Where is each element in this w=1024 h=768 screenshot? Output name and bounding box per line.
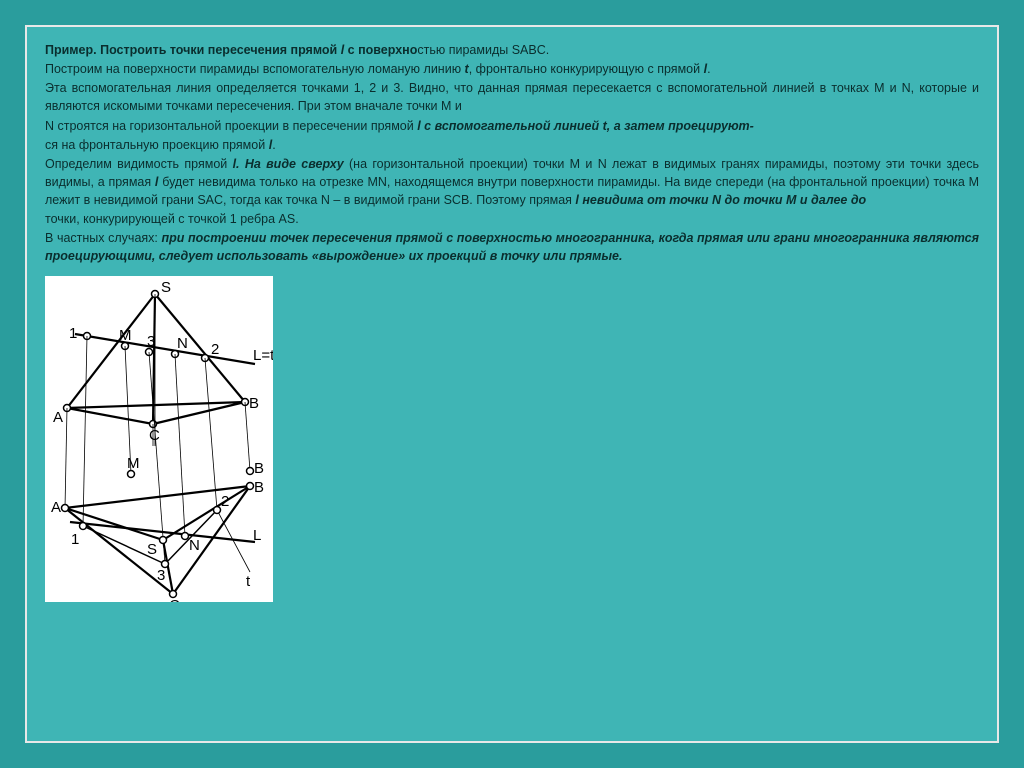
- svg-text:1: 1: [71, 531, 79, 548]
- svg-text:2: 2: [211, 341, 219, 358]
- p3b: l с вспомогательной линией t, а затем пр…: [417, 119, 754, 133]
- p3a: N строятся на горизонтальной проекции в …: [45, 119, 417, 133]
- p1-end: .: [707, 62, 710, 76]
- para-6: точки, конкурирующей с точкой 1 ребра AS…: [45, 210, 979, 228]
- svg-text:t: t: [246, 573, 251, 590]
- p4-end: .: [272, 138, 275, 152]
- svg-text:N: N: [177, 335, 188, 352]
- p5b: l. На виде сверху: [233, 157, 344, 171]
- heading-prefix: Пример: [45, 43, 93, 57]
- svg-text:C: C: [169, 597, 180, 602]
- p5a: Определим видимость прямой: [45, 157, 233, 171]
- p4: ся на фронтальную проекцию прямой: [45, 138, 269, 152]
- p2: Эта вспомогательная линия определяется т…: [45, 81, 979, 113]
- slide-frame: Пример. Построить точки пересечения прям…: [25, 25, 999, 743]
- p7a: В частных случаях:: [45, 231, 162, 245]
- svg-text:B: B: [254, 479, 264, 496]
- para-3: N строятся на горизонтальной проекции в …: [45, 117, 979, 135]
- svg-text:1: 1: [69, 325, 77, 342]
- heading-rest: стью пирамиды SABC.: [417, 43, 549, 57]
- diagram-svg: SABC1M3N2L=tABBCSMN123Lt: [45, 276, 273, 602]
- svg-text:S: S: [147, 541, 157, 558]
- svg-text:3: 3: [157, 567, 165, 584]
- p7b: при построении точек пересечения прямой …: [45, 231, 979, 263]
- text-block: Пример. Построить точки пересечения прям…: [45, 41, 979, 266]
- para-2: Эта вспомогательная линия определяется т…: [45, 79, 979, 115]
- svg-text:B: B: [249, 395, 259, 412]
- svg-text:L: L: [253, 527, 261, 544]
- p6: точки, конкурирующей с точкой 1 ребра AS…: [45, 212, 299, 226]
- svg-text:2: 2: [221, 493, 229, 510]
- svg-text:A: A: [51, 499, 61, 516]
- svg-text:M: M: [119, 327, 132, 344]
- svg-text:S: S: [161, 279, 171, 296]
- para-5: Определим видимость прямой l. На виде св…: [45, 155, 979, 209]
- heading-title: . Построить точки пересечения прямой: [93, 43, 341, 57]
- p5f: l невидима от точки N до точки M и далее…: [575, 193, 866, 207]
- heading-mid: с поверхно: [344, 43, 417, 57]
- para-7: В частных случаях: при построении точек …: [45, 229, 979, 265]
- pyramid-diagram: SABC1M3N2L=tABBCSMN123Lt: [45, 276, 273, 602]
- para-1: Построим на поверхности пирамиды вспомог…: [45, 60, 979, 78]
- svg-text:B: B: [254, 460, 264, 477]
- svg-text:N: N: [189, 537, 200, 554]
- para-4: ся на фронтальную проекцию прямой l.: [45, 136, 979, 154]
- svg-text:M: M: [127, 455, 140, 472]
- svg-text:3: 3: [147, 333, 155, 350]
- p1a: Построим на поверхности пирамиды вспомог…: [45, 62, 465, 76]
- heading-line: Пример. Построить точки пересечения прям…: [45, 41, 979, 59]
- p1-mid: , фронтально конкурирующую с прямой: [469, 62, 704, 76]
- svg-text:A: A: [53, 409, 63, 426]
- svg-text:L=t: L=t: [253, 347, 273, 364]
